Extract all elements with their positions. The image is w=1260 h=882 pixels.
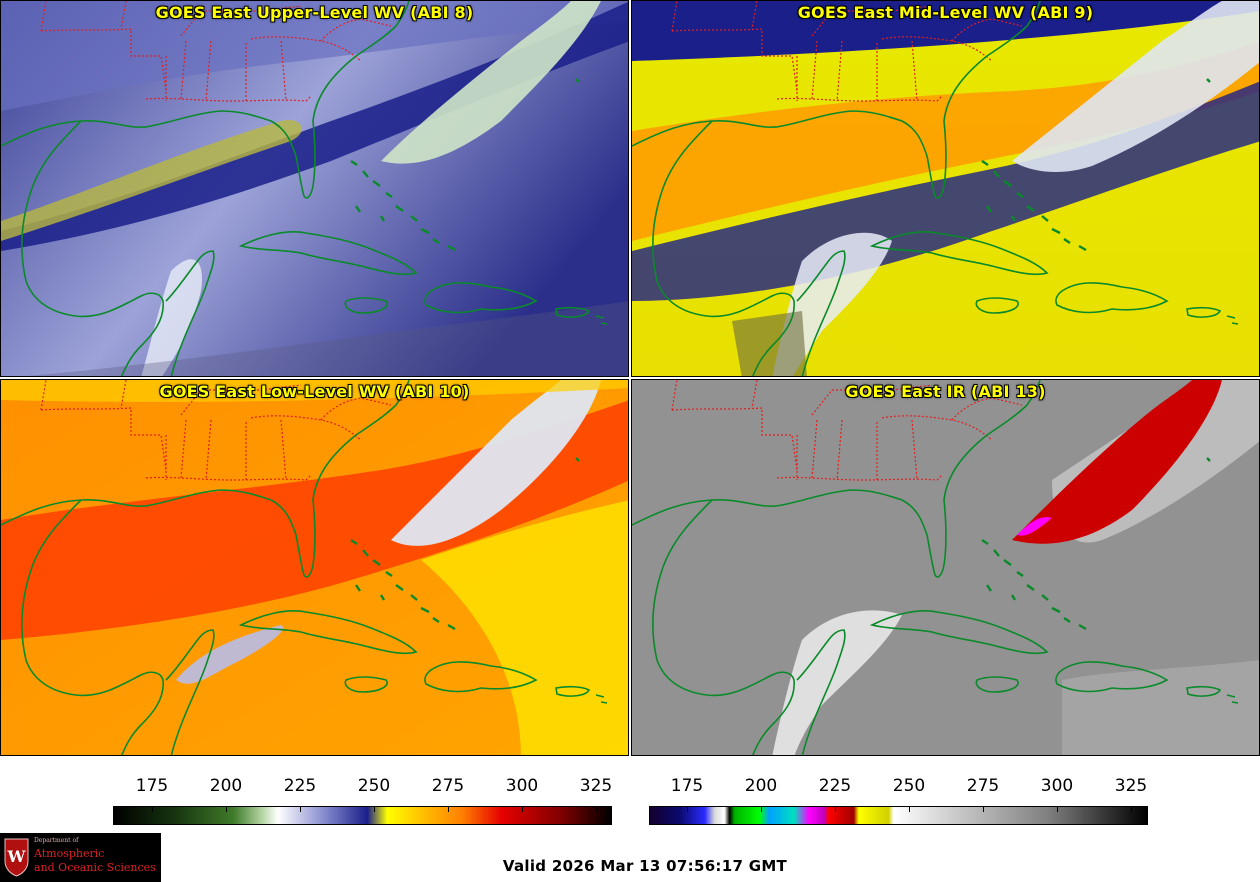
colorbar-tick [983,806,984,812]
colorbar-tick-label: 225 [283,776,317,796]
colorbar-wv [113,806,612,825]
uw-seal-icon: W [4,838,29,877]
colorbar-tick [226,806,227,812]
colorbar-tick [1131,806,1132,812]
colorbar-tick [909,806,910,812]
satellite-image-abi10 [1,380,628,755]
panel-upper-level-wv: GOES East Upper-Level WV (ABI 8) [0,0,629,377]
colorbar-tick-label: 250 [357,776,391,796]
logo-atmospheric-line: Atmospheric [34,847,105,860]
colorbar-tick-label: 200 [744,776,778,796]
colorbar-tick [835,806,836,812]
colorbar-tick-label: 275 [431,776,465,796]
panel-low-level-wv: GOES East Low-Level WV (ABI 10) [0,379,629,756]
panel-title: GOES East IR (ABI 13) [845,382,1046,401]
colorbar-tick-label: 175 [670,776,704,796]
panel-title: GOES East Mid-Level WV (ABI 9) [797,3,1094,22]
colorbar-tick [761,806,762,812]
panel-ir: GOES East IR (ABI 13) [631,379,1260,756]
colorbar-tick [152,806,153,812]
logo-oceanic-line: and Oceanic Sciences [34,861,156,874]
aos-logo: W Department of Atmospheric and Oceanic … [0,833,161,882]
colorbar-tick-label: 325 [579,776,613,796]
colorbar-tick-label: 225 [818,776,852,796]
seal-letter: W [7,847,27,866]
colorbar-tick [300,806,301,812]
logo-department-line: Department of [34,837,79,844]
colorbar-tick-label: 300 [1040,776,1074,796]
colorbar-tick [1057,806,1058,812]
colorbar-tick-label: 175 [135,776,169,796]
panel-title: GOES East Low-Level WV (ABI 10) [159,382,470,401]
satellite-image-abi13 [632,380,1259,755]
satellite-image-abi8 [1,1,628,376]
colorbar-tick [522,806,523,812]
colorbar-ir [649,806,1148,825]
panel-title: GOES East Upper-Level WV (ABI 8) [155,3,474,22]
satellite-image-abi9 [632,1,1259,376]
colorbar-tick-label: 300 [505,776,539,796]
colorbar-tick-label: 250 [892,776,926,796]
colorbar-tick [448,806,449,812]
colorbar-tick-label: 325 [1114,776,1148,796]
colorbar-tick-label: 200 [209,776,243,796]
colorbar-tick [596,806,597,812]
panel-mid-level-wv: GOES East Mid-Level WV (ABI 9) [631,0,1260,377]
valid-timestamp: Valid 2026 Mar 13 07:56:17 GMT [502,857,788,875]
colorbar-tick [374,806,375,812]
colorbar-tick-label: 275 [966,776,1000,796]
colorbar-tick [687,806,688,812]
